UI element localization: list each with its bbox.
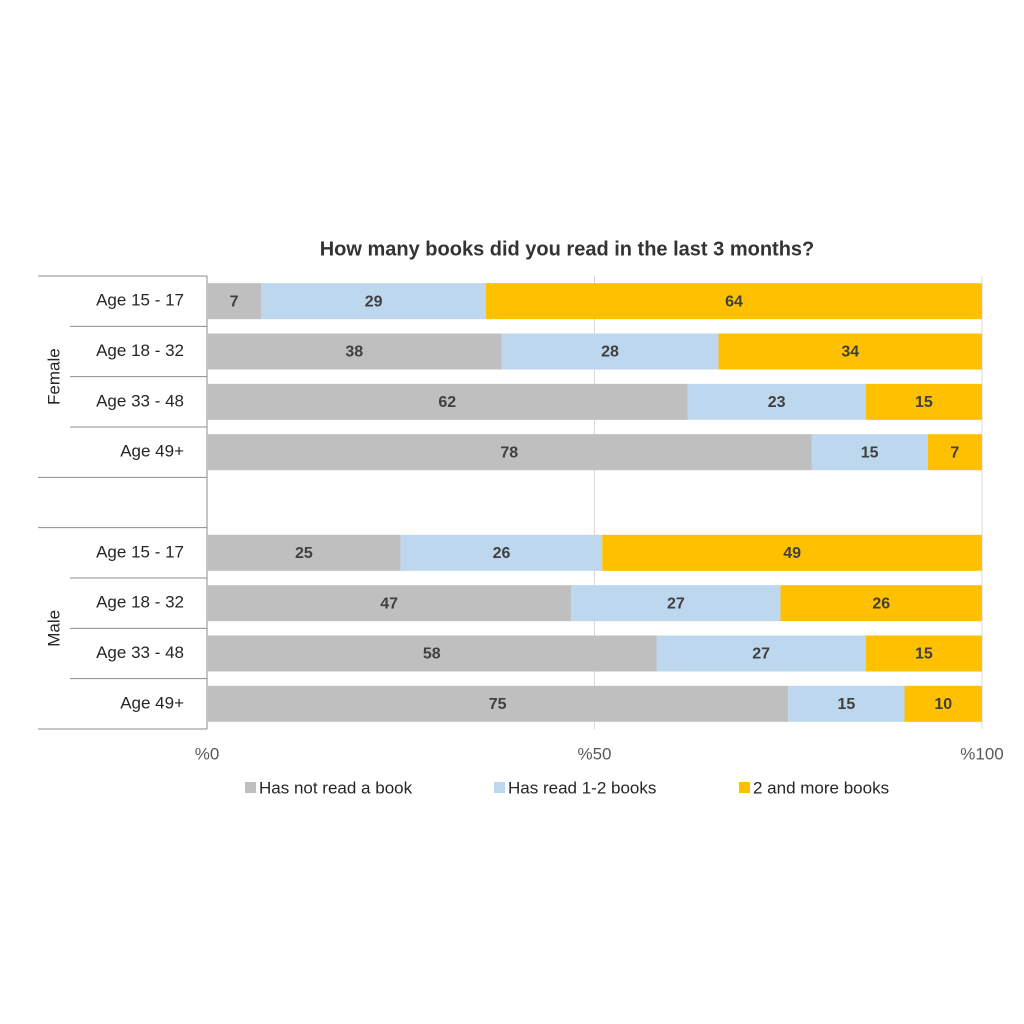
bar-segment	[788, 685, 905, 722]
y-tick-label: Age 33 - 48	[96, 643, 184, 662]
legend-label: Has read 1-2 books	[508, 778, 656, 797]
data-label: 27	[667, 595, 685, 612]
y-tick-label: Age 18 - 32	[96, 341, 184, 360]
bar-segment	[780, 585, 982, 622]
x-tick-label: %50	[577, 744, 611, 763]
legend-label: Has not read a book	[259, 778, 413, 797]
data-label: 10	[934, 696, 952, 713]
data-label: 7	[230, 293, 239, 310]
bar-segment	[207, 333, 502, 370]
bar-segment	[207, 383, 688, 420]
data-label: 28	[601, 344, 619, 361]
bar-segment	[501, 333, 719, 370]
bar-segment	[207, 534, 401, 571]
legend-swatch	[739, 782, 750, 793]
legend-label: 2 and more books	[753, 778, 889, 797]
data-label: 29	[365, 293, 383, 310]
bar-segment	[207, 585, 572, 622]
data-label: 15	[915, 394, 933, 411]
data-label: 23	[768, 394, 786, 411]
x-tick-label: %100	[960, 744, 1003, 763]
x-tick-label: %0	[195, 744, 220, 763]
bar-segment	[904, 685, 982, 722]
bar-segment	[865, 635, 982, 672]
y-tick-label: Age 15 - 17	[96, 291, 184, 310]
data-label: 47	[380, 595, 398, 612]
data-label: 62	[438, 394, 456, 411]
bar-segment	[261, 283, 486, 320]
bar-segment	[811, 434, 928, 471]
bar-segment	[718, 333, 982, 370]
chart-title: How many books did you read in the last …	[320, 238, 815, 260]
data-label: 38	[345, 344, 363, 361]
bar-segment	[687, 383, 866, 420]
data-label: 49	[783, 545, 801, 562]
bar-segment	[571, 585, 781, 622]
data-label: 64	[725, 293, 743, 310]
bar-segment	[927, 434, 982, 471]
y-tick-label: Age 49+	[120, 693, 184, 712]
y-tick-label: Age 49+	[120, 442, 184, 461]
bar-segment	[207, 635, 657, 672]
data-label: 78	[500, 444, 518, 461]
bar-segment	[865, 383, 982, 420]
data-label: 15	[861, 444, 879, 461]
data-label: 27	[752, 646, 770, 663]
group-label: Male	[44, 610, 63, 647]
data-label: 25	[295, 545, 313, 562]
bar-segment	[602, 534, 982, 571]
data-label: 7	[950, 444, 959, 461]
y-tick-label: Age 18 - 32	[96, 593, 184, 612]
legend-swatch	[245, 782, 256, 793]
data-label: 15	[837, 696, 855, 713]
bar-segment	[400, 534, 603, 571]
legend-swatch	[494, 782, 505, 793]
y-tick-label: Age 15 - 17	[96, 542, 184, 561]
bar-segment	[486, 283, 982, 320]
data-label: 34	[841, 344, 859, 361]
data-label: 75	[489, 696, 507, 713]
y-tick-label: Age 33 - 48	[96, 391, 184, 410]
bar-segment	[207, 685, 789, 722]
bar-segment	[656, 635, 866, 672]
data-label: 26	[872, 595, 890, 612]
bar-segment	[207, 283, 262, 320]
data-label: 58	[423, 646, 441, 663]
bar-segment	[207, 434, 812, 471]
group-label: Female	[44, 348, 63, 405]
data-label: 15	[915, 646, 933, 663]
data-label: 26	[493, 545, 511, 562]
